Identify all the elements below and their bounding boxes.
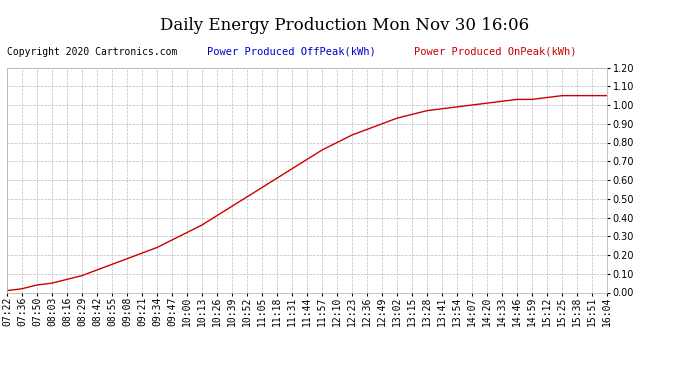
Text: Power Produced OffPeak(kWh): Power Produced OffPeak(kWh) (207, 47, 376, 57)
Text: Copyright 2020 Cartronics.com: Copyright 2020 Cartronics.com (7, 47, 177, 57)
Text: Power Produced OnPeak(kWh): Power Produced OnPeak(kWh) (414, 47, 577, 57)
Text: Daily Energy Production Mon Nov 30 16:06: Daily Energy Production Mon Nov 30 16:06 (161, 17, 529, 34)
